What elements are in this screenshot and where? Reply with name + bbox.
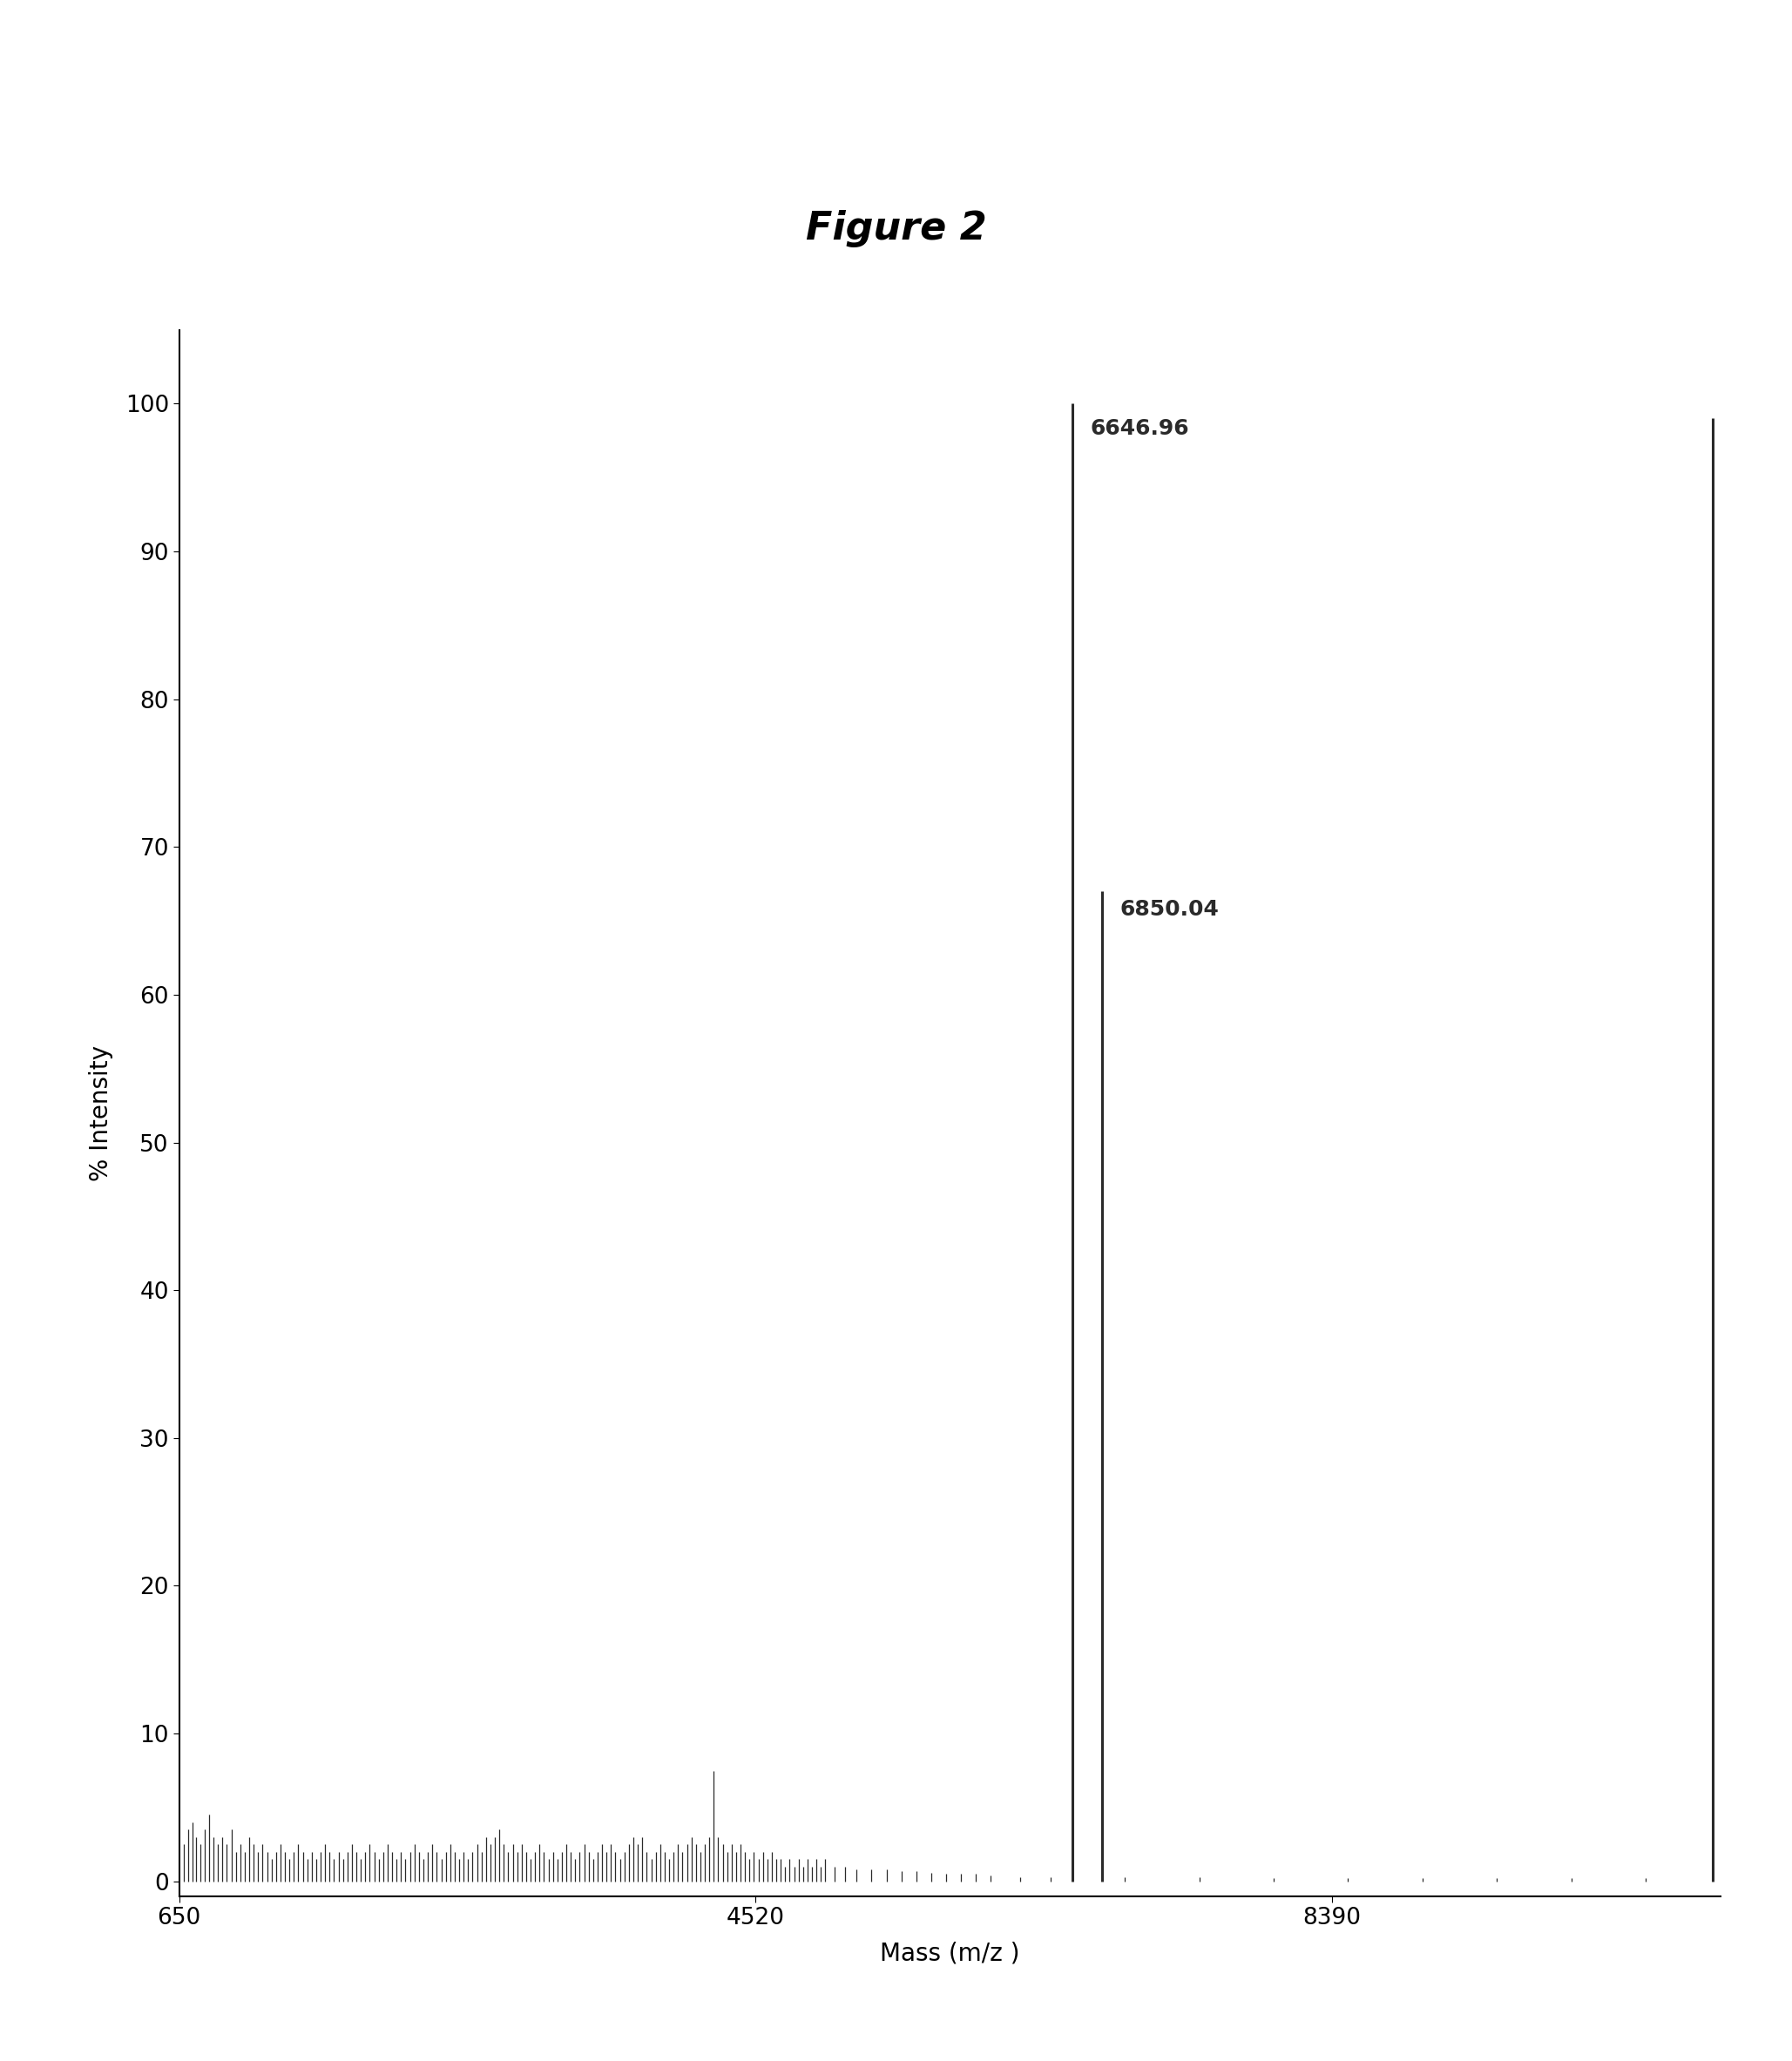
Text: 6646.96: 6646.96	[1090, 418, 1190, 439]
Y-axis label: % Intensity: % Intensity	[88, 1045, 113, 1181]
Text: Figure 2: Figure 2	[806, 210, 986, 247]
Text: 6850.04: 6850.04	[1120, 899, 1220, 919]
X-axis label: Mass (m/z ): Mass (m/z )	[880, 1941, 1020, 1966]
